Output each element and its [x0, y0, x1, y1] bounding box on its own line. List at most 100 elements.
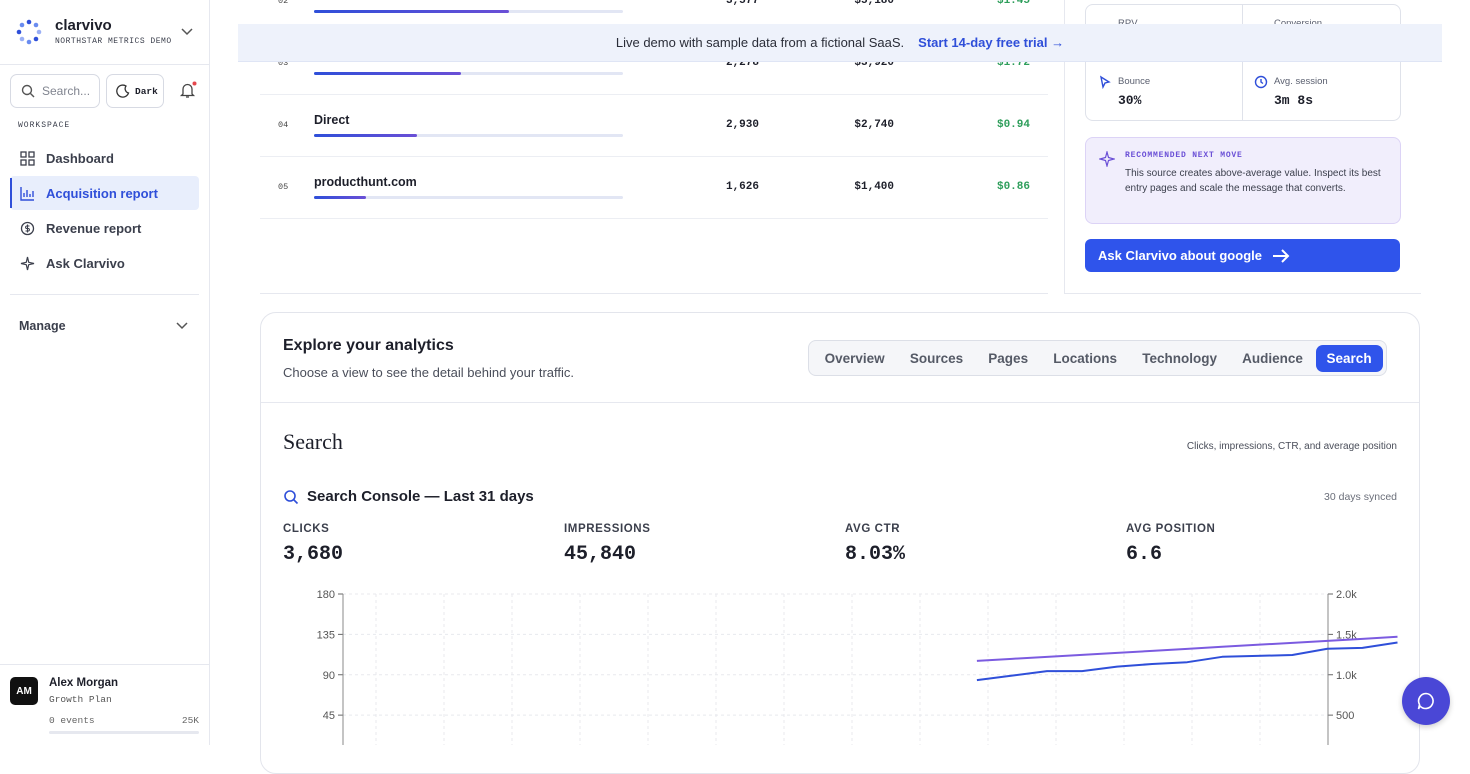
- ask-button-label: Ask Clarvivo about google: [1098, 248, 1262, 263]
- divider: [1242, 5, 1243, 120]
- tab-bar: Overview Sources Pages Locations Technology A…: [808, 340, 1387, 376]
- chevron[interactable]: [176, 321, 188, 331]
- events-bar: [49, 731, 199, 734]
- source-name: producthunt.com: [314, 175, 417, 189]
- source-name: Direct: [314, 113, 350, 127]
- metric-label: Avg. session: [1274, 76, 1328, 87]
- rpv: $0.86: [996, 181, 1030, 193]
- stat-label: AVG POSITION: [1126, 523, 1216, 535]
- explore-title: Explore your analytics: [283, 337, 454, 354]
- explore-card: Explore your analytics Choose a view to …: [260, 312, 1420, 774]
- tab[interactable]: Sources: [909, 350, 964, 366]
- banner-text: Live demo with sample data from a fictio…: [615, 35, 905, 50]
- theme-label: Dark: [135, 85, 158, 97]
- recommendation: RECOMMENDED NEXT MOVE This source create…: [1085, 137, 1401, 224]
- events-count: 0 events: [49, 715, 95, 726]
- divider: [10, 294, 199, 295]
- arrow-icon: [1272, 248, 1290, 263]
- revenue: $1,400: [854, 181, 894, 193]
- brand-logo: [16, 19, 42, 45]
- metric-label: RPV: [1118, 18, 1138, 29]
- nav-item[interactable]: Ask Clarvivo: [10, 246, 199, 280]
- rpv: $1.45: [996, 0, 1030, 7]
- divider: [0, 664, 209, 665]
- chat-icon: [1417, 692, 1434, 710]
- metric-grid: RPV Conversion Bounce 30% Avg. session 3…: [1085, 4, 1401, 121]
- search-placeholder: Search...: [42, 84, 91, 98]
- theme-toggle[interactable]: Dark: [106, 74, 164, 108]
- brand-tagline: NORTHSTAR METRICS DEMO: [55, 37, 172, 46]
- tab[interactable]: Overview: [824, 350, 885, 366]
- nav-item[interactable]: Revenue report: [10, 211, 199, 245]
- nav-icon: [20, 256, 35, 270]
- nav-label: Revenue report: [46, 220, 142, 236]
- notifications[interactable]: [179, 81, 197, 99]
- stat-value: 6.6: [1126, 543, 1163, 566]
- search-heading: Search: [283, 429, 343, 454]
- bar-fill: [314, 196, 366, 199]
- table-row: 05 producthunt.com 1,626 $1,400 $0.86: [260, 156, 1048, 219]
- rank: 02: [278, 0, 289, 6]
- metric-label: Conversion: [1274, 18, 1322, 29]
- tab[interactable]: Locations: [1053, 350, 1118, 366]
- manage-label[interactable]: Manage: [19, 319, 66, 333]
- divider: [0, 64, 209, 65]
- tab[interactable]: Technology: [1142, 350, 1217, 366]
- nav-label: Dashboard: [46, 150, 114, 166]
- bar-fill: [314, 10, 509, 13]
- bar-track: [314, 134, 623, 137]
- ask-button[interactable]: Ask Clarvivo about google: [1085, 239, 1400, 272]
- visits: 1,626: [725, 181, 759, 193]
- search-icon: [21, 84, 35, 98]
- bar-track: [314, 72, 623, 75]
- nav-label: Ask Clarvivo: [46, 255, 125, 271]
- nav-item[interactable]: Dashboard: [10, 141, 199, 175]
- nav-item[interactable]: Acquisition report: [10, 176, 199, 210]
- bounce-icon: [1099, 75, 1111, 89]
- user-plan: Growth Plan: [49, 694, 112, 705]
- nav-icon: [20, 150, 35, 166]
- chat-button[interactable]: [1402, 677, 1450, 725]
- brand-name: clarvivo: [55, 17, 112, 34]
- trial-link[interactable]: Start 14-day free trial →: [918, 35, 1065, 50]
- explore-subtitle: Choose a view to see the detail behind y…: [283, 365, 574, 380]
- tab[interactable]: Audience: [1242, 350, 1303, 366]
- metric-value: 30%: [1118, 93, 1142, 108]
- avatar: AM: [10, 677, 38, 705]
- nav-icon: [20, 186, 34, 201]
- visits: 2,930: [725, 119, 759, 131]
- events-limit: 25K: [181, 715, 199, 726]
- rank: 04: [278, 120, 289, 130]
- search-box[interactable]: Search...: [10, 74, 100, 108]
- metric-label: Bounce: [1118, 76, 1151, 87]
- stat-value: 3,680: [283, 543, 344, 566]
- recommendation-text: This source creates above-average value.…: [1125, 168, 1381, 194]
- visits: 3,577: [725, 0, 759, 7]
- revenue: $2,740: [854, 119, 894, 131]
- user-name: Alex Morgan: [49, 677, 119, 689]
- revenue: $5,180: [854, 0, 894, 7]
- table-row: 04 Direct 2,930 $2,740 $0.94: [260, 94, 1048, 157]
- tab[interactable]: Pages: [988, 350, 1029, 366]
- bar-track: [314, 196, 623, 199]
- divider: [261, 402, 1419, 403]
- stat-label: CLICKS: [283, 523, 330, 535]
- sidebar: clarvivo NORTHSTAR METRICS DEMO Search..…: [0, 0, 210, 745]
- rank: 03: [278, 58, 289, 68]
- search-console-icon: [284, 490, 299, 505]
- stat-label: AVG CTR: [845, 523, 901, 535]
- source-name: LinkedIn: [314, 0, 365, 3]
- nav-icon: [20, 221, 35, 235]
- moon-icon: [116, 84, 130, 98]
- tab[interactable]: Search: [1315, 344, 1383, 372]
- nav-label: Acquisition report: [46, 185, 158, 201]
- rank: 05: [278, 182, 289, 192]
- stat-label: IMPRESSIONS: [564, 523, 651, 535]
- demo-banner: Live demo with sample data from a fictio…: [238, 24, 1442, 62]
- chevron[interactable]: [181, 27, 193, 37]
- section-label: WORKSPACE: [18, 121, 71, 130]
- metric-value: 3m 8s: [1274, 93, 1314, 108]
- sync-status: 30 days synced: [1324, 491, 1397, 503]
- rpv: $0.94: [996, 119, 1030, 131]
